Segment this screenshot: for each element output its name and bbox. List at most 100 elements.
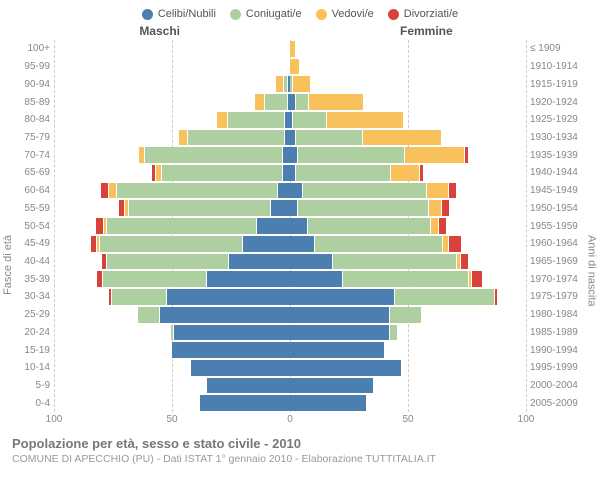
bar-segment xyxy=(308,218,431,234)
pyramid-row xyxy=(54,111,290,129)
x-axis: 10050050100 xyxy=(54,414,526,430)
bar-segment xyxy=(255,94,264,110)
bar-segment xyxy=(439,218,446,234)
bar-segment xyxy=(461,254,468,270)
female-side xyxy=(290,40,526,412)
pyramid-row xyxy=(54,93,290,111)
bar-segment xyxy=(333,254,456,270)
column-headers: Maschi Femmine xyxy=(12,24,588,38)
bar-segment xyxy=(303,183,426,199)
bar-segment xyxy=(290,76,292,92)
bar-segment xyxy=(119,200,124,216)
male-side xyxy=(54,40,290,412)
bar-segment xyxy=(109,183,116,199)
bar-segment xyxy=(427,183,448,199)
bar-segment xyxy=(293,112,326,128)
bar-segment xyxy=(391,165,419,181)
age-tick: 75-79 xyxy=(12,129,50,147)
bar-segment xyxy=(112,289,166,305)
bar-segment xyxy=(160,307,290,323)
pyramid-row xyxy=(54,164,290,182)
age-tick: 0-4 xyxy=(12,394,50,412)
bar-segment xyxy=(290,147,297,163)
bar-segment xyxy=(296,94,308,110)
bar-segment xyxy=(290,94,295,110)
bar-segment xyxy=(290,254,332,270)
age-tick: 60-64 xyxy=(12,182,50,200)
bar-segment xyxy=(172,342,290,358)
bar-segment xyxy=(290,130,295,146)
bar-segment xyxy=(429,200,441,216)
bar-segment xyxy=(395,289,494,305)
pyramid-row xyxy=(290,93,526,111)
pyramid-row xyxy=(54,129,290,147)
pyramid-row xyxy=(290,235,526,253)
pyramid-row xyxy=(54,253,290,271)
bar-segment xyxy=(315,236,442,252)
pyramid-row xyxy=(290,182,526,200)
x-tick: 50 xyxy=(402,414,413,425)
bar-segment xyxy=(472,271,481,287)
pyramid-row xyxy=(290,111,526,129)
year-tick: 2005-2009 xyxy=(530,394,588,412)
pyramid-row xyxy=(290,306,526,324)
bar-segment xyxy=(97,271,102,287)
age-tick: 35-39 xyxy=(12,270,50,288)
legend-swatch xyxy=(388,9,399,20)
x-tick: 100 xyxy=(518,414,535,425)
year-tick: 1920-1924 xyxy=(530,93,588,111)
bar-segment xyxy=(449,183,456,199)
age-tick: 45-49 xyxy=(12,235,50,253)
chart-title: Popolazione per età, sesso e stato civil… xyxy=(12,436,588,451)
age-tick: 80-84 xyxy=(12,111,50,129)
year-tick: 1940-1944 xyxy=(530,164,588,182)
bar-segment xyxy=(443,236,448,252)
bar-segment xyxy=(125,200,127,216)
year-tick: 1990-1994 xyxy=(530,341,588,359)
year-tick: 1965-1969 xyxy=(530,253,588,271)
legend-item: Vedovi/e xyxy=(316,8,374,20)
pyramid-row xyxy=(54,324,290,342)
pyramid-row xyxy=(290,199,526,217)
bar-segment xyxy=(104,218,106,234)
pyramid-row xyxy=(290,324,526,342)
bar-segment xyxy=(91,236,96,252)
legend-swatch xyxy=(142,9,153,20)
bar-segment xyxy=(309,94,363,110)
bar-segment xyxy=(103,271,207,287)
bar-segment xyxy=(162,165,282,181)
bar-segment xyxy=(145,147,282,163)
year-tick: ≤ 1909 xyxy=(530,40,588,58)
bar-segment xyxy=(179,130,186,146)
bar-segment xyxy=(465,147,467,163)
bar-segment xyxy=(109,289,111,305)
bar-segment xyxy=(188,130,285,146)
pyramid-row xyxy=(54,75,290,93)
pyramid-row xyxy=(54,235,290,253)
year-tick: 1955-1959 xyxy=(530,217,588,235)
bar-segment xyxy=(101,183,108,199)
bar-segment xyxy=(156,165,161,181)
bar-segment xyxy=(283,165,290,181)
bar-segment xyxy=(217,112,226,128)
bar-segment xyxy=(290,395,366,411)
bar-segment xyxy=(290,200,297,216)
bar-segment xyxy=(96,218,103,234)
bar-segment xyxy=(469,271,471,287)
pyramid-row xyxy=(290,377,526,395)
year-tick: 1980-1984 xyxy=(530,306,588,324)
pyramid-row xyxy=(290,40,526,58)
pyramid-row xyxy=(290,75,526,93)
age-tick: 90-94 xyxy=(12,75,50,93)
x-tick: 0 xyxy=(287,414,293,425)
bar-segment xyxy=(207,378,290,394)
pyramid-row xyxy=(290,253,526,271)
bar-segment xyxy=(343,271,468,287)
y-axis-label-right: Anni di nascita xyxy=(586,235,598,307)
bar-segment xyxy=(449,236,461,252)
bar-segment xyxy=(390,307,421,323)
age-tick: 55-59 xyxy=(12,199,50,217)
bar-segment xyxy=(296,130,362,146)
bar-segment xyxy=(138,307,159,323)
legend-item: Celibi/Nubili xyxy=(142,8,216,20)
